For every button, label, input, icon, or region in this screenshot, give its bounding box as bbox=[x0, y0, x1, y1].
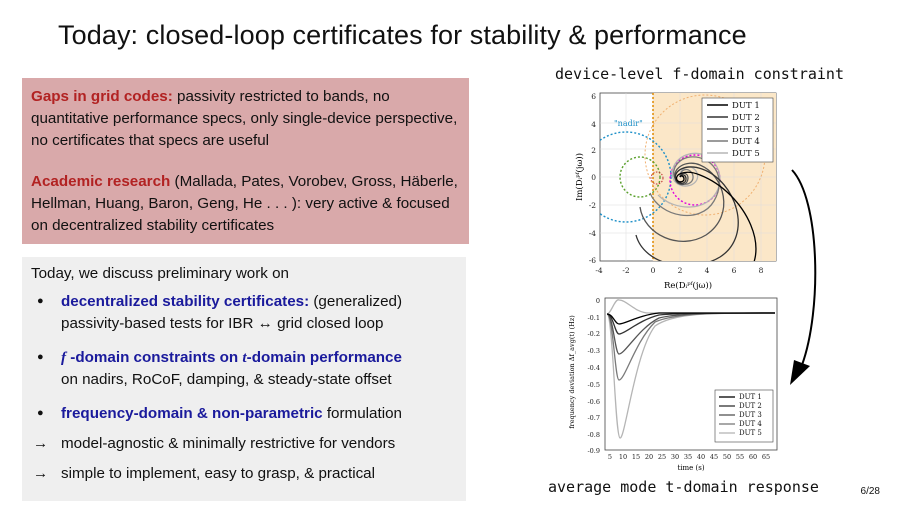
legend-item: DUT 4 bbox=[739, 420, 762, 428]
academic-paragraph: Academic research (Mallada, Pates, Vorob… bbox=[31, 171, 465, 237]
arrow-item-2: simple to implement, easy to grasp, & pr… bbox=[61, 465, 376, 482]
dut1-response bbox=[606, 312, 775, 325]
legend-item: DUT 2 bbox=[739, 402, 762, 410]
x-axis-label: time (s) bbox=[677, 464, 704, 472]
gaps-heading: Gaps in grid codes: bbox=[31, 88, 173, 105]
bullet-1: decentralized stability certificates: (g… bbox=[61, 291, 402, 313]
y-tick: -2 bbox=[589, 201, 597, 210]
x-tick: 2 bbox=[678, 266, 683, 275]
y-tick: 2 bbox=[591, 146, 596, 155]
gaps-box: Gaps in grid codes: passivity restricted… bbox=[22, 78, 469, 244]
y-tick: -0.3 bbox=[587, 347, 600, 355]
y-tick: -0.7 bbox=[587, 414, 600, 422]
x-tick: 6 bbox=[732, 266, 737, 275]
b3-rest: formulation bbox=[322, 405, 402, 422]
x-tick: 8 bbox=[759, 266, 764, 275]
legend-item: DUT 2 bbox=[732, 113, 760, 123]
y-axis-label: frequency deviation Δf_avg(t) (Hz) bbox=[568, 315, 576, 429]
dut1-curve bbox=[675, 171, 757, 261]
legend-item: DUT 3 bbox=[732, 125, 760, 135]
x-tick: -4 bbox=[595, 266, 603, 275]
nyquist-plot: "nadir" 6 4 2 0 -2 -4 -6 -4 -2 0 2 4 6 8… bbox=[574, 92, 777, 291]
bullet-dot: ● bbox=[37, 407, 44, 419]
legend-item: DUT 1 bbox=[739, 393, 762, 401]
y-tick: -0.9 bbox=[587, 447, 600, 455]
academic-text: (Mallada, Pates, Vorobev, Gross, Häberle… bbox=[31, 173, 458, 234]
x-tick: 15 bbox=[632, 453, 640, 461]
x-axis-label: Re(Dᵢᵖᶠ(jω)) bbox=[664, 280, 712, 291]
y-tick: -0.6 bbox=[587, 398, 600, 406]
gaps-paragraph: Gaps in grid codes: passivity restricted… bbox=[31, 86, 465, 152]
b3-bold: frequency-domain & non-parametric bbox=[61, 405, 323, 422]
legend-item: DUT 1 bbox=[732, 101, 760, 111]
bullet-dot: ● bbox=[37, 351, 44, 363]
x-tick: 10 bbox=[619, 453, 627, 461]
y-tick: -0.8 bbox=[587, 431, 600, 439]
x-tick: 35 bbox=[684, 453, 692, 461]
fig2-caption: average mode t-domain response bbox=[548, 478, 819, 496]
x-tick: 4 bbox=[705, 266, 710, 275]
y-tick: -0.2 bbox=[587, 330, 600, 338]
gaps-text: passivity restricted to bands, no quanti… bbox=[31, 88, 458, 149]
dut5-curve bbox=[657, 152, 721, 208]
nadir-label: "nadir" bbox=[614, 119, 643, 128]
y-axis-label: Im(Dᵢᵖᶠ(jω)) bbox=[574, 153, 585, 201]
dut3-curve bbox=[639, 162, 725, 242]
b2-end: -domain performance bbox=[246, 349, 402, 366]
bullet-2-line2: on nadirs, RoCoF, damping, & steady-stat… bbox=[61, 371, 392, 388]
green-circle bbox=[619, 156, 661, 198]
today-box: Today, we discuss preliminary work on ● … bbox=[22, 257, 466, 501]
bullet-2: f -domain constraints on t-domain perfor… bbox=[61, 347, 402, 369]
b1-bold: decentralized stability certificates: bbox=[61, 293, 310, 310]
x-tick: 30 bbox=[671, 453, 679, 461]
page-number: 6/28 bbox=[860, 486, 880, 497]
arrow-item-1: model-agnostic & minimally restrictive f… bbox=[61, 435, 396, 452]
x-tick: 45 bbox=[710, 453, 718, 461]
legend-item: DUT 5 bbox=[732, 149, 760, 159]
x-tick: 0 bbox=[651, 266, 656, 275]
legend-item: DUT 5 bbox=[739, 429, 762, 437]
bullet-3: frequency-domain & non-parametric formul… bbox=[61, 403, 402, 425]
b2-t: t bbox=[242, 349, 247, 366]
y-tick: 0 bbox=[596, 297, 600, 305]
arrow-icon: → bbox=[33, 465, 49, 482]
x-tick: 60 bbox=[749, 453, 757, 461]
dut2-curve bbox=[635, 166, 739, 261]
y-tick: 6 bbox=[591, 92, 596, 101]
nadir-circle bbox=[600, 131, 672, 223]
fig1-caption: device-level f-domain constraint bbox=[555, 65, 844, 83]
x-tick: -2 bbox=[622, 266, 630, 275]
time-response-plot: 0 -0.1 -0.2 -0.3 -0.4 -0.5 -0.6 -0.7 -0.… bbox=[568, 297, 778, 472]
y-tick: -0.4 bbox=[587, 364, 600, 372]
y-tick: -0.5 bbox=[587, 381, 600, 389]
y-tick: 4 bbox=[591, 120, 596, 129]
x-tick: 25 bbox=[658, 453, 666, 461]
b2-mid: -domain constraints on bbox=[66, 349, 243, 366]
slide-title: Today: closed-loop certificates for stab… bbox=[58, 20, 747, 50]
x-tick: 50 bbox=[723, 453, 731, 461]
y-tick: 0 bbox=[591, 173, 596, 182]
x-tick: 65 bbox=[762, 453, 770, 461]
b1-rest: (generalized) bbox=[309, 293, 403, 310]
x-tick: 55 bbox=[736, 453, 744, 461]
academic-heading: Academic research bbox=[31, 173, 171, 190]
legend-item: DUT 3 bbox=[739, 411, 762, 419]
bullet-1-line2: passivity-based tests for IBR ↔ grid clo… bbox=[61, 315, 384, 332]
legend: DUT 1 DUT 2 DUT 3 DUT 4 DUT 5 bbox=[714, 389, 774, 443]
x-tick: 20 bbox=[645, 453, 653, 461]
x-tick: 5 bbox=[608, 453, 612, 461]
bullet-dot: ● bbox=[37, 295, 44, 307]
legend: DUT 1 DUT 2 DUT 3 DUT 4 DUT 5 bbox=[701, 97, 774, 163]
y-tick: -6 bbox=[589, 256, 597, 265]
curved-arrow-icon bbox=[790, 169, 817, 385]
legend-item: DUT 4 bbox=[732, 137, 760, 147]
b2-f: f bbox=[61, 349, 67, 366]
y-tick: -4 bbox=[589, 229, 597, 238]
arrow-icon: → bbox=[33, 435, 49, 452]
today-intro: Today, we discuss preliminary work on bbox=[31, 265, 289, 282]
y-tick: -0.1 bbox=[587, 314, 600, 322]
x-tick: 40 bbox=[697, 453, 705, 461]
